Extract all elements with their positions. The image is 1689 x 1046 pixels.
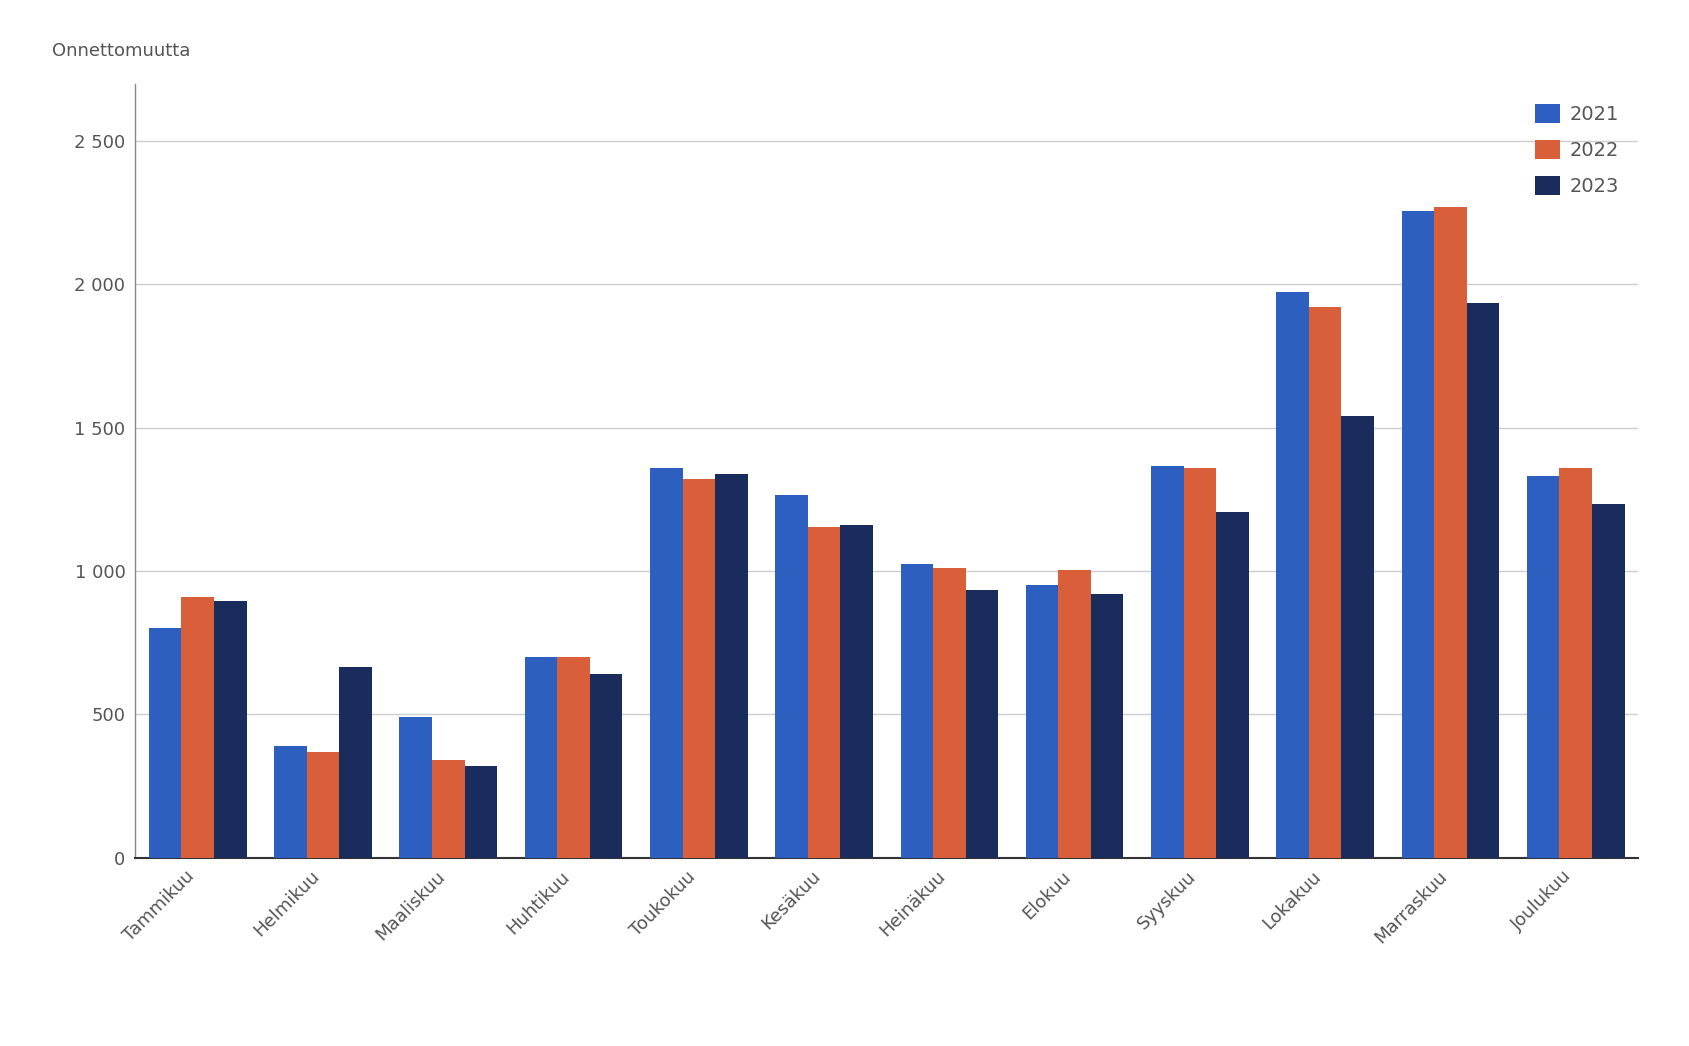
Bar bbox=[1527, 476, 1559, 858]
Bar bbox=[1059, 570, 1091, 858]
Bar bbox=[682, 479, 714, 858]
Bar bbox=[1277, 292, 1309, 858]
Bar bbox=[775, 495, 807, 858]
Bar bbox=[1091, 594, 1123, 858]
Bar bbox=[650, 468, 682, 858]
Bar bbox=[714, 474, 748, 858]
Bar bbox=[1309, 308, 1341, 858]
Bar bbox=[432, 760, 464, 858]
Bar bbox=[900, 564, 932, 858]
Bar bbox=[966, 590, 998, 858]
Bar bbox=[399, 718, 432, 858]
Bar bbox=[1402, 211, 1434, 858]
Legend: 2021, 2022, 2023: 2021, 2022, 2023 bbox=[1525, 93, 1628, 206]
Bar bbox=[841, 525, 873, 858]
Bar bbox=[1341, 416, 1375, 858]
Bar bbox=[1466, 303, 1500, 858]
Bar bbox=[215, 601, 247, 858]
Bar bbox=[274, 746, 307, 858]
Bar bbox=[1559, 468, 1593, 858]
Bar bbox=[181, 597, 215, 858]
Bar bbox=[307, 752, 339, 858]
Bar bbox=[1593, 504, 1625, 858]
Bar bbox=[1150, 467, 1184, 858]
Bar bbox=[557, 657, 589, 858]
Bar bbox=[1216, 513, 1248, 858]
Bar bbox=[807, 526, 841, 858]
Bar bbox=[1434, 207, 1466, 858]
Bar bbox=[1184, 468, 1216, 858]
Bar bbox=[525, 657, 557, 858]
Bar bbox=[932, 568, 966, 858]
Bar bbox=[1025, 586, 1059, 858]
Text: Onnettomuutta: Onnettomuutta bbox=[52, 43, 191, 61]
Bar bbox=[339, 667, 372, 858]
Bar bbox=[464, 766, 497, 858]
Bar bbox=[589, 675, 623, 858]
Bar bbox=[149, 629, 181, 858]
